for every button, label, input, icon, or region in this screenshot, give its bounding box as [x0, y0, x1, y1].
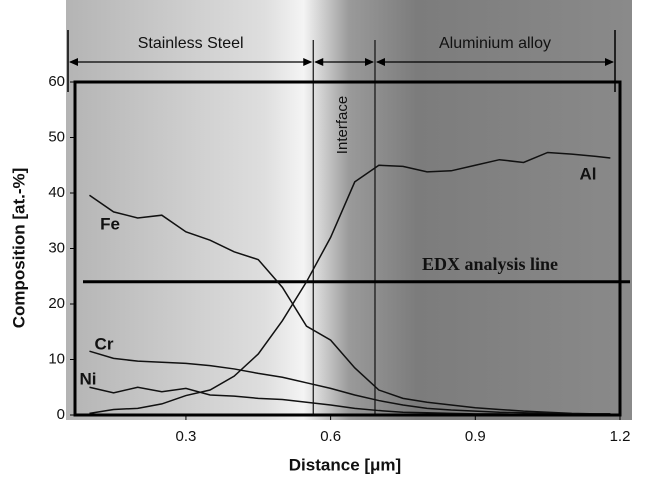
- series-label: Fe: [100, 214, 120, 233]
- arrow-head: [314, 58, 324, 66]
- arrow-head: [375, 58, 385, 66]
- series-line: [89, 194, 611, 415]
- x-tick-label: 0.3: [175, 428, 196, 445]
- y-tick-label: 30: [48, 239, 65, 256]
- series-label: Cr: [95, 334, 114, 353]
- x-tick-label: 0.9: [465, 428, 486, 445]
- plot-frame: [73, 80, 622, 417]
- y-tick-label: 40: [48, 184, 65, 201]
- region-label: Aluminium alloy: [439, 35, 551, 52]
- series-line: [89, 151, 611, 415]
- arrow-head: [69, 58, 78, 66]
- arrow-head: [303, 58, 313, 66]
- region-label: Stainless Steel: [138, 35, 244, 52]
- series-label: Ni: [80, 369, 97, 388]
- edx-label: EDX analysis line: [422, 254, 558, 274]
- y-axis-label: Composition [at.-%]: [9, 168, 28, 329]
- arrow-head: [605, 58, 614, 66]
- x-tick-label: 1.2: [610, 428, 631, 445]
- y-tick-label: 60: [48, 73, 65, 90]
- micrograph-background: [66, 0, 632, 420]
- y-tick-label: 20: [48, 295, 65, 312]
- x-axis-label: Distance [μm]: [289, 455, 401, 474]
- series-label: Al: [580, 164, 597, 183]
- y-tick-label: 10: [48, 350, 65, 367]
- x-tick-label: 0.6: [320, 428, 341, 445]
- arrow-head: [364, 58, 374, 66]
- interface-label: Interface: [334, 96, 351, 154]
- y-tick-label: 50: [48, 128, 65, 145]
- y-tick-label: 0: [57, 406, 65, 423]
- series-line: [89, 350, 611, 415]
